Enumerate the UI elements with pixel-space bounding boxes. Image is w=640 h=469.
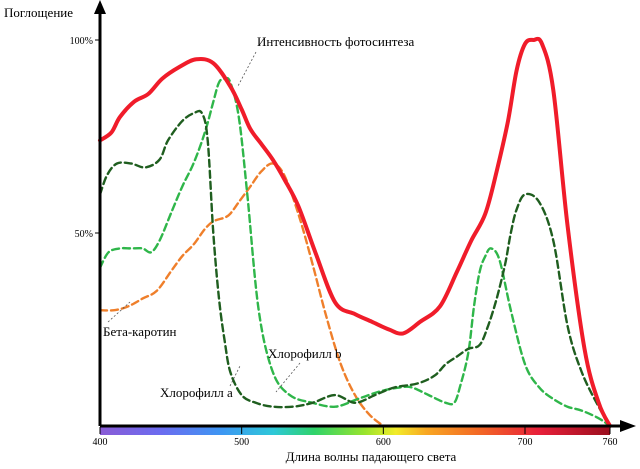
annotation-beta-carotene: Бета-каротин [103, 324, 177, 339]
series-line-photosynthesis [98, 36, 612, 428]
x-tick-label: 600 [376, 437, 391, 448]
series-layer [98, 36, 612, 428]
y-axis-label: Поглощение [4, 5, 73, 20]
y-tick-label: 100% [70, 36, 93, 47]
leader-photosynthesis [237, 51, 257, 87]
x-tick-layer: 400 500 600 700 760 [93, 427, 618, 448]
leader-beta-carotene [107, 301, 131, 323]
x-tick-label: 700 [518, 437, 533, 448]
y-tick-layer: 50% 100% [70, 36, 100, 240]
x-tick-label: 500 [234, 437, 249, 448]
x-axis-arrowhead [620, 420, 636, 432]
annotation-chlorophyll-b: Хлорофилл b [268, 346, 341, 361]
x-axis-label: Длина волны падающего света [286, 449, 457, 464]
leader-chlorophyll-b [275, 362, 301, 393]
spectrum-bar [100, 427, 610, 435]
annotation-chlorophyll-a: Хлорофилл a [160, 385, 233, 400]
x-tick-label: 400 [93, 437, 108, 448]
y-axis-arrowhead [94, 0, 106, 14]
annotation-photosynthesis: Интенсивность фотосинтеза [257, 34, 415, 49]
series-line-chl-a [98, 109, 612, 428]
series-line-beta [98, 162, 385, 428]
x-tick-label: 760 [603, 437, 618, 448]
series-line-chl-b [98, 76, 612, 428]
y-tick-label: 50% [75, 229, 93, 240]
